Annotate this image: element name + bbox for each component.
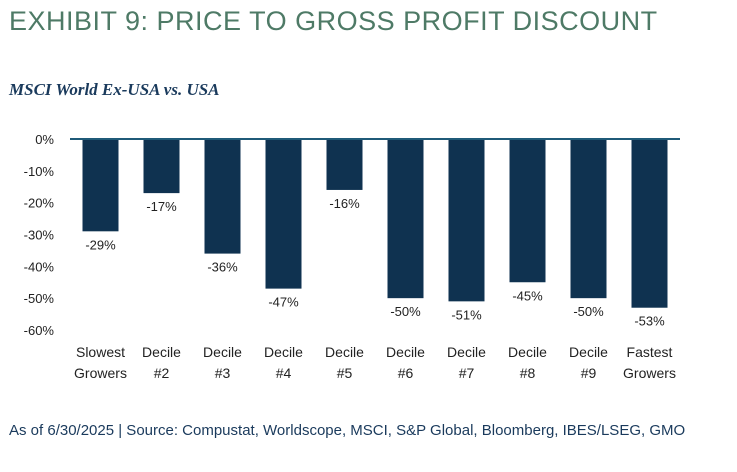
data-label: -45% xyxy=(512,288,543,303)
bar-chart: 0% -10% -20% -30% -40% -50% -60% -29% Slowest Gro… xyxy=(24,132,680,381)
data-label: -47% xyxy=(268,295,299,310)
x-tick-label: Decile xyxy=(569,344,608,360)
x-tick-label: #2 xyxy=(154,365,170,381)
x-tick-label: #5 xyxy=(337,365,353,381)
y-tick-label: -60% xyxy=(24,323,55,338)
bar xyxy=(265,139,302,289)
y-tick-label: -40% xyxy=(24,259,55,274)
bar xyxy=(82,139,119,232)
bar xyxy=(448,139,485,302)
x-tick-label: #9 xyxy=(581,365,597,381)
data-label: -51% xyxy=(451,307,482,322)
y-tick-label: -30% xyxy=(24,228,55,243)
bar xyxy=(509,139,546,283)
x-tick-label: Slowest xyxy=(76,344,125,360)
x-tick-label: Decile xyxy=(142,344,181,360)
chart-title: MSCI World Ex-USA vs. USA xyxy=(9,80,220,99)
x-tick-label: Fastest xyxy=(627,344,673,360)
source-note: As of 6/30/2025 | Source: Compustat, Wor… xyxy=(9,422,686,439)
bar xyxy=(570,139,607,299)
y-tick-label: -20% xyxy=(24,196,55,211)
y-tick-label: -10% xyxy=(24,164,55,179)
data-label: -50% xyxy=(390,304,421,319)
x-tick-label: #7 xyxy=(459,365,475,381)
x-tick-label: #3 xyxy=(215,365,231,381)
y-tick-label: 0% xyxy=(35,132,54,147)
x-tick-label: Decile xyxy=(264,344,303,360)
y-tick-label: -50% xyxy=(24,291,55,306)
data-label: -50% xyxy=(573,304,604,319)
bar xyxy=(204,139,241,254)
x-tick-label: Growers xyxy=(74,365,127,381)
x-tick-label: #6 xyxy=(398,365,414,381)
bar xyxy=(387,139,424,299)
x-tick-label: Decile xyxy=(325,344,364,360)
data-label: -36% xyxy=(207,260,238,275)
data-label: -53% xyxy=(634,314,665,329)
x-tick-label: Decile xyxy=(447,344,486,360)
data-label: -29% xyxy=(85,237,116,252)
x-tick-label: #8 xyxy=(520,365,536,381)
data-label: -16% xyxy=(329,196,360,211)
bar xyxy=(326,139,363,190)
x-tick-label: Decile xyxy=(203,344,242,360)
x-tick-label: Decile xyxy=(508,344,547,360)
bar xyxy=(143,139,180,194)
x-tick-label: Decile xyxy=(386,344,425,360)
exhibit-title: EXHIBIT 9: PRICE TO GROSS PROFIT DISCOUN… xyxy=(9,6,658,36)
bar xyxy=(631,139,668,308)
x-tick-label: #4 xyxy=(276,365,292,381)
x-tick-label: Growers xyxy=(623,365,676,381)
data-label: -17% xyxy=(146,199,177,214)
